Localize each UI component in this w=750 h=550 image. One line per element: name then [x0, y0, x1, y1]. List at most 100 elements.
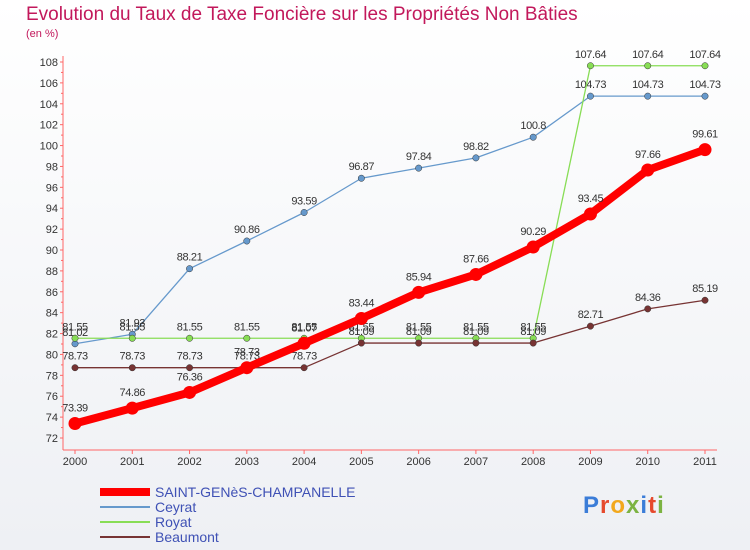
data-point [297, 336, 311, 350]
data-label: 81.09 [349, 326, 375, 338]
logo-letter: P [583, 492, 601, 519]
legend-swatch [100, 487, 150, 496]
logo-letter: i [640, 492, 649, 519]
logo-letter: t [648, 492, 658, 519]
data-label: 76.36 [177, 371, 203, 383]
data-point [128, 334, 136, 342]
x-tick-label: 2010 [635, 456, 659, 468]
x-tick-label: 2011 [693, 456, 717, 468]
y-tick-label: 74 [46, 412, 58, 424]
data-point [698, 143, 712, 157]
logo-letter: i [657, 492, 665, 519]
data-point [68, 416, 82, 430]
x-tick-label: 2009 [578, 456, 602, 468]
x-tick-label: 2004 [292, 456, 316, 468]
legend-item: SAINT-GENèS-CHAMPANELLE [100, 483, 356, 500]
data-point [469, 267, 483, 281]
chart-title: Evolution du Taux de Taxe Foncière sur l… [26, 4, 578, 25]
x-tick-label: 2006 [406, 456, 430, 468]
data-label: 98.82 [463, 141, 489, 153]
data-label: 81.55 [520, 321, 546, 333]
y-tick-label: 104 [40, 99, 58, 111]
data-label: 82.71 [578, 309, 604, 321]
data-point [644, 62, 652, 70]
proxiti-logo: Proxiti [583, 492, 665, 520]
x-tick-label: 2002 [177, 456, 201, 468]
logo-letter: x [626, 492, 641, 519]
series-royat: 81.55 81.55 81.55 81.55 81.55 81.55 81.55 81.55… [62, 49, 721, 342]
y-tick-label: 84 [46, 308, 58, 320]
data-label: 93.59 [291, 196, 317, 208]
data-point [587, 322, 594, 330]
data-point [71, 364, 79, 372]
y-tick-label: 80 [46, 349, 58, 361]
series-ceyrat: 81.02 81.93 88.21 90.86 93.59 96.87 97.84 98.82… [62, 79, 721, 348]
y-tick-label: 96 [46, 182, 58, 194]
data-point [415, 339, 423, 347]
data-label: 84.36 [635, 292, 661, 304]
legend-label: Ceyrat [155, 498, 197, 515]
y-tick-label: 82 [46, 329, 58, 341]
y-tick-label: 88 [46, 266, 58, 278]
data-point [243, 237, 251, 245]
data-point [583, 207, 597, 221]
data-point [472, 154, 480, 162]
data-label: 100.8 [520, 120, 546, 132]
logo-letter: r [600, 492, 611, 519]
data-point [701, 296, 709, 304]
y-tick-label: 72 [46, 433, 58, 445]
logo-letter: o [610, 492, 627, 519]
data-label: 81.55 [406, 321, 432, 333]
data-label: 85.19 [692, 283, 718, 295]
legend-label: Royat [155, 513, 192, 530]
y-tick-label: 102 [40, 120, 58, 132]
data-label: 81.55 [62, 321, 88, 333]
data-label: 99.61 [692, 129, 718, 141]
data-point [641, 163, 655, 177]
legend-item: Royat [100, 513, 355, 530]
y-tick-label: 106 [40, 78, 58, 90]
data-label: 88.21 [177, 252, 203, 264]
y-tick-label: 94 [46, 203, 58, 215]
series-saint-gen-s-champanelle: 73.39 74.86 76.36 78.73 81.07 83.44 85.94 87.66… [62, 129, 718, 430]
data-label: 78.73 [120, 351, 146, 363]
data-label: 78.73 [234, 351, 260, 363]
data-label: 104.73 [632, 79, 664, 91]
data-label: 83.44 [349, 298, 375, 310]
data-label: 73.39 [62, 402, 88, 414]
data-label: 90.29 [520, 226, 546, 238]
data-label: 107.64 [575, 49, 607, 61]
x-tick-label: 2008 [521, 456, 545, 468]
unit-label: (en %) [26, 28, 59, 40]
legend-label: SAINT-GENèS-CHAMPANELLE [155, 483, 356, 500]
data-point [186, 334, 193, 342]
data-point [300, 364, 308, 372]
x-tick-label: 2000 [63, 456, 87, 468]
data-label: 96.87 [349, 161, 375, 173]
data-label: 74.86 [120, 387, 146, 399]
data-point [128, 364, 136, 372]
data-point [644, 305, 652, 313]
data-label: 104.73 [575, 79, 607, 91]
data-label: 81.55 [234, 321, 260, 333]
x-tick-label: 2001 [120, 456, 144, 468]
data-label: 78.73 [177, 351, 203, 363]
data-point [526, 240, 540, 254]
data-point [240, 361, 254, 375]
y-tick-label: 76 [46, 391, 58, 403]
data-point [644, 92, 652, 100]
data-label: 78.73 [234, 347, 260, 359]
data-label: 104.73 [689, 79, 721, 91]
series-line [74, 65, 706, 339]
data-point [412, 285, 426, 299]
data-point [357, 339, 365, 347]
data-point [183, 385, 197, 399]
data-point [357, 174, 365, 182]
data-point [701, 92, 709, 100]
data-label: 81.55 [463, 321, 489, 333]
data-label: 81.09 [406, 326, 432, 338]
data-point [472, 339, 480, 347]
